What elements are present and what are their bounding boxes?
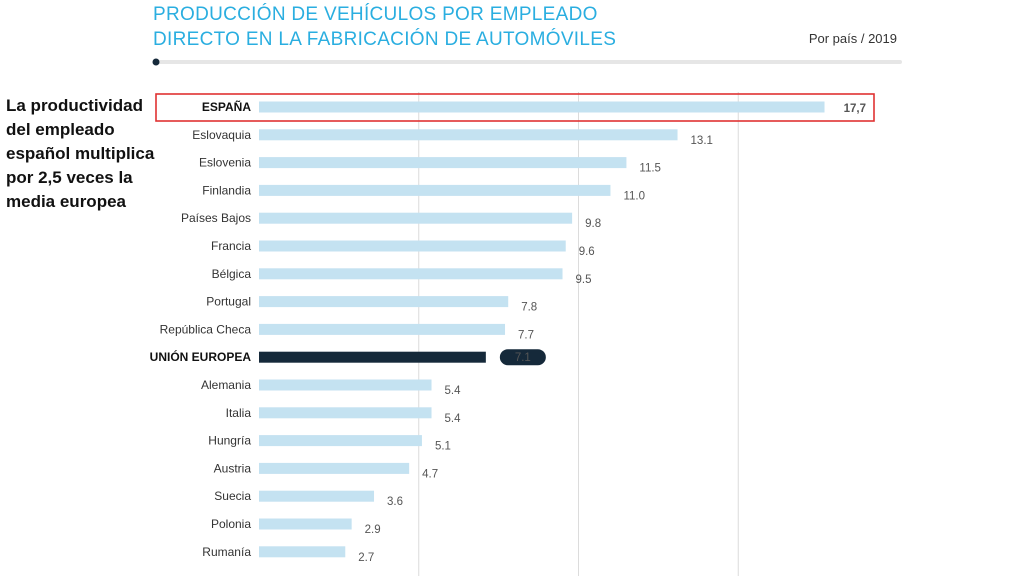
- category-label: República Checa: [160, 322, 252, 336]
- value-label: 9.6: [579, 246, 595, 258]
- bar: [259, 129, 678, 141]
- bar: [259, 184, 611, 196]
- category-label: Austria: [214, 461, 252, 475]
- value-label: 17,7: [844, 103, 866, 115]
- category-label: Hungría: [208, 434, 251, 448]
- title-underline-dot: [152, 58, 160, 66]
- bar: [259, 435, 422, 447]
- title-line-2: DIRECTO EN LA FABRICACIÓN DE AUTOMÓVILES: [153, 29, 617, 50]
- value-label: 9.8: [585, 218, 601, 230]
- bar: [259, 157, 627, 169]
- bar: [259, 407, 432, 419]
- bar: [259, 212, 573, 224]
- category-label: Rumanía: [202, 545, 251, 559]
- bar: [259, 351, 486, 363]
- bar: [259, 379, 432, 391]
- value-label: 4.7: [422, 468, 438, 480]
- category-label: Francia: [211, 239, 251, 253]
- value-label: 11.5: [639, 163, 661, 175]
- callout-text: La productividad del empleado español mu…: [6, 96, 155, 211]
- category-label: Bélgica: [212, 267, 252, 281]
- bar: [259, 240, 566, 252]
- category-label: Finlandia: [202, 183, 251, 197]
- bar: [259, 296, 509, 308]
- chart-title: PRODUCCIÓN DE VEHÍCULOS POR EMPLEADO DIR…: [153, 2, 616, 52]
- category-label: Alemania: [201, 378, 251, 392]
- category-label: Eslovenia: [199, 156, 251, 170]
- value-label: 2.9: [365, 524, 381, 536]
- value-label: 5.4: [445, 413, 462, 425]
- category-label: Suecia: [214, 489, 251, 503]
- value-label: 7.8: [521, 302, 537, 314]
- value-label: 2.7: [358, 552, 374, 564]
- value-label: 3.6: [387, 496, 403, 508]
- category-label: Portugal: [206, 295, 251, 309]
- title-line-1: PRODUCCIÓN DE VEHÍCULOS POR EMPLEADO: [153, 4, 598, 25]
- bar: [259, 518, 352, 530]
- category-label: Eslovaquia: [192, 128, 251, 142]
- category-label: Italia: [226, 406, 252, 420]
- bar: [259, 101, 825, 113]
- value-label: 7.1: [515, 352, 531, 364]
- bar: [259, 490, 375, 502]
- value-label: 5.4: [445, 385, 462, 397]
- bar: [259, 268, 563, 280]
- chart-subtitle: Por país / 2019: [808, 31, 897, 46]
- bar: [259, 462, 410, 474]
- highlight-box-spain: [155, 93, 875, 122]
- category-label: Países Bajos: [181, 211, 251, 225]
- bar: [259, 546, 346, 558]
- category-label: UNIÓN EUROPEA: [150, 349, 252, 364]
- bar: [259, 323, 506, 335]
- value-label: 9.5: [576, 274, 592, 286]
- value-label: 13.1: [691, 135, 713, 147]
- category-label: Polonia: [211, 517, 251, 531]
- value-label: 7.7: [518, 329, 534, 341]
- category-label: ESPAÑA: [202, 99, 251, 114]
- value-label: 11.0: [623, 190, 645, 202]
- value-pill: [499, 349, 546, 366]
- value-label: 5.1: [435, 441, 451, 453]
